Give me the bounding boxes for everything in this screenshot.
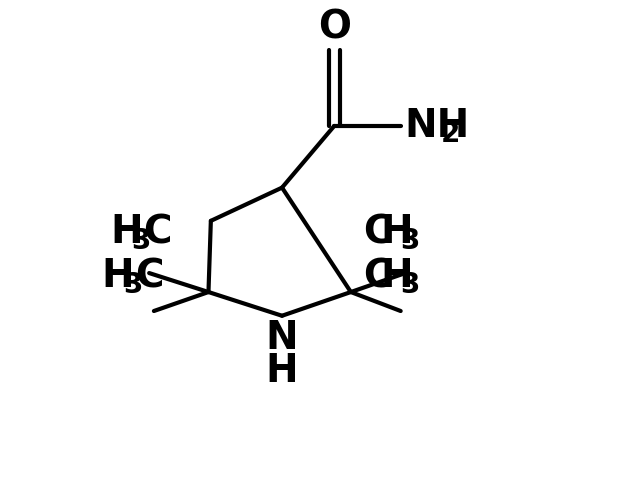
Text: 3: 3	[400, 270, 419, 298]
Text: O: O	[317, 8, 351, 46]
Text: C: C	[143, 213, 172, 251]
Text: H: H	[381, 257, 413, 295]
Text: NH: NH	[404, 107, 470, 144]
Text: 3: 3	[123, 270, 143, 298]
Text: H: H	[110, 213, 143, 251]
Text: C: C	[135, 257, 163, 295]
Text: 3: 3	[132, 226, 151, 254]
Text: 3: 3	[400, 226, 419, 254]
Text: H: H	[266, 352, 298, 389]
Text: C: C	[363, 257, 391, 295]
Text: N: N	[266, 319, 298, 356]
Text: H: H	[102, 257, 134, 295]
Text: C: C	[363, 213, 391, 251]
Text: H: H	[381, 213, 413, 251]
Text: 2: 2	[441, 120, 460, 148]
